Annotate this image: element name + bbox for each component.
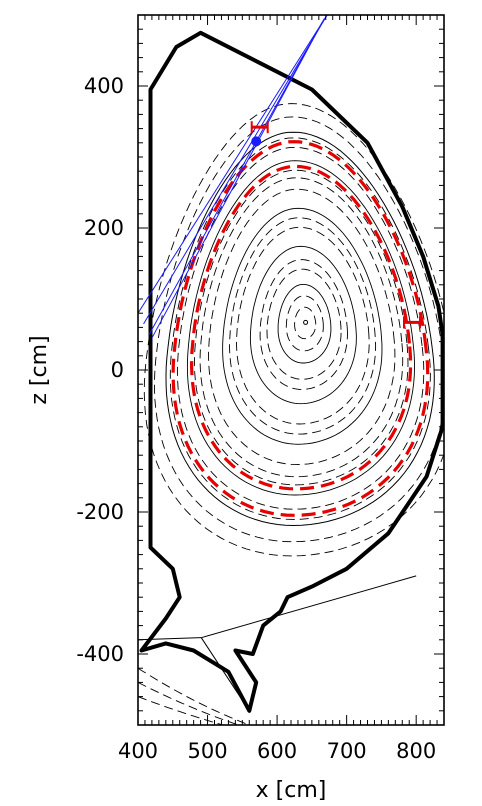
sightline-3 (151, 21, 323, 339)
flux-surface-dashed-9 (176, 146, 425, 510)
y-tick-label-0: 0 (111, 358, 124, 382)
highlight-surface-0 (171, 140, 430, 517)
y-tick-label-200: 200 (84, 216, 124, 240)
separatrix (165, 131, 435, 527)
flux-surface-dashed-3 (259, 259, 348, 390)
y-tick-label--400: -400 (76, 642, 124, 666)
flux-surface-dashed-2 (266, 268, 342, 380)
flux-surface-dashed-6 (208, 188, 396, 466)
x-tick-label-800: 800 (396, 739, 436, 763)
y-tick-label-400: 400 (84, 74, 124, 98)
flux-surface-dashed-7 (199, 177, 404, 478)
x-tick-label-600: 600 (257, 739, 297, 763)
flux-surface-dashed-0 (294, 306, 317, 340)
y-axis-title: z [cm] (27, 335, 52, 404)
flux-surface-solid-2 (222, 207, 383, 445)
plot-content (138, 15, 444, 725)
magnetic-axis (303, 319, 309, 325)
flux-surface-solid-0 (277, 283, 332, 364)
axis-ticks (137, 14, 445, 726)
flux-surface-dashed-5 (229, 217, 377, 435)
tick-labels: 400 500 600 700 800 -400 -200 0 200 400 (76, 74, 436, 763)
plot-background (138, 15, 444, 725)
sightline-marker (251, 136, 262, 147)
flux-surface-dashed-10 (169, 137, 431, 520)
sightline-2 (148, 18, 325, 335)
flux-surface-solid-1 (249, 245, 357, 405)
x-tick-label-400: 400 (118, 739, 158, 763)
y-tick-label--200: -200 (76, 500, 124, 524)
x-tick-label-500: 500 (187, 739, 227, 763)
separatrix-leg-2 (201, 575, 417, 639)
flux-surface-dashed-4 (236, 226, 370, 425)
private-flux-2 (138, 696, 225, 725)
sightline-0 (138, 15, 328, 314)
flux-surface-dashed-1 (285, 295, 324, 352)
flux-surface-dashed-12 (143, 103, 444, 557)
x-axis-title: x [cm] (256, 778, 327, 803)
x-tick-label-700: 700 (327, 739, 367, 763)
private-flux-0 (138, 667, 250, 725)
highlight-surface-1 (189, 164, 413, 491)
flux-surface-solid-3 (186, 160, 415, 496)
vessel-wall (139, 30, 444, 713)
private-flux-1 (138, 681, 240, 725)
flux-surface-dashed-11 (154, 116, 444, 543)
sightline-1 (143, 15, 328, 325)
